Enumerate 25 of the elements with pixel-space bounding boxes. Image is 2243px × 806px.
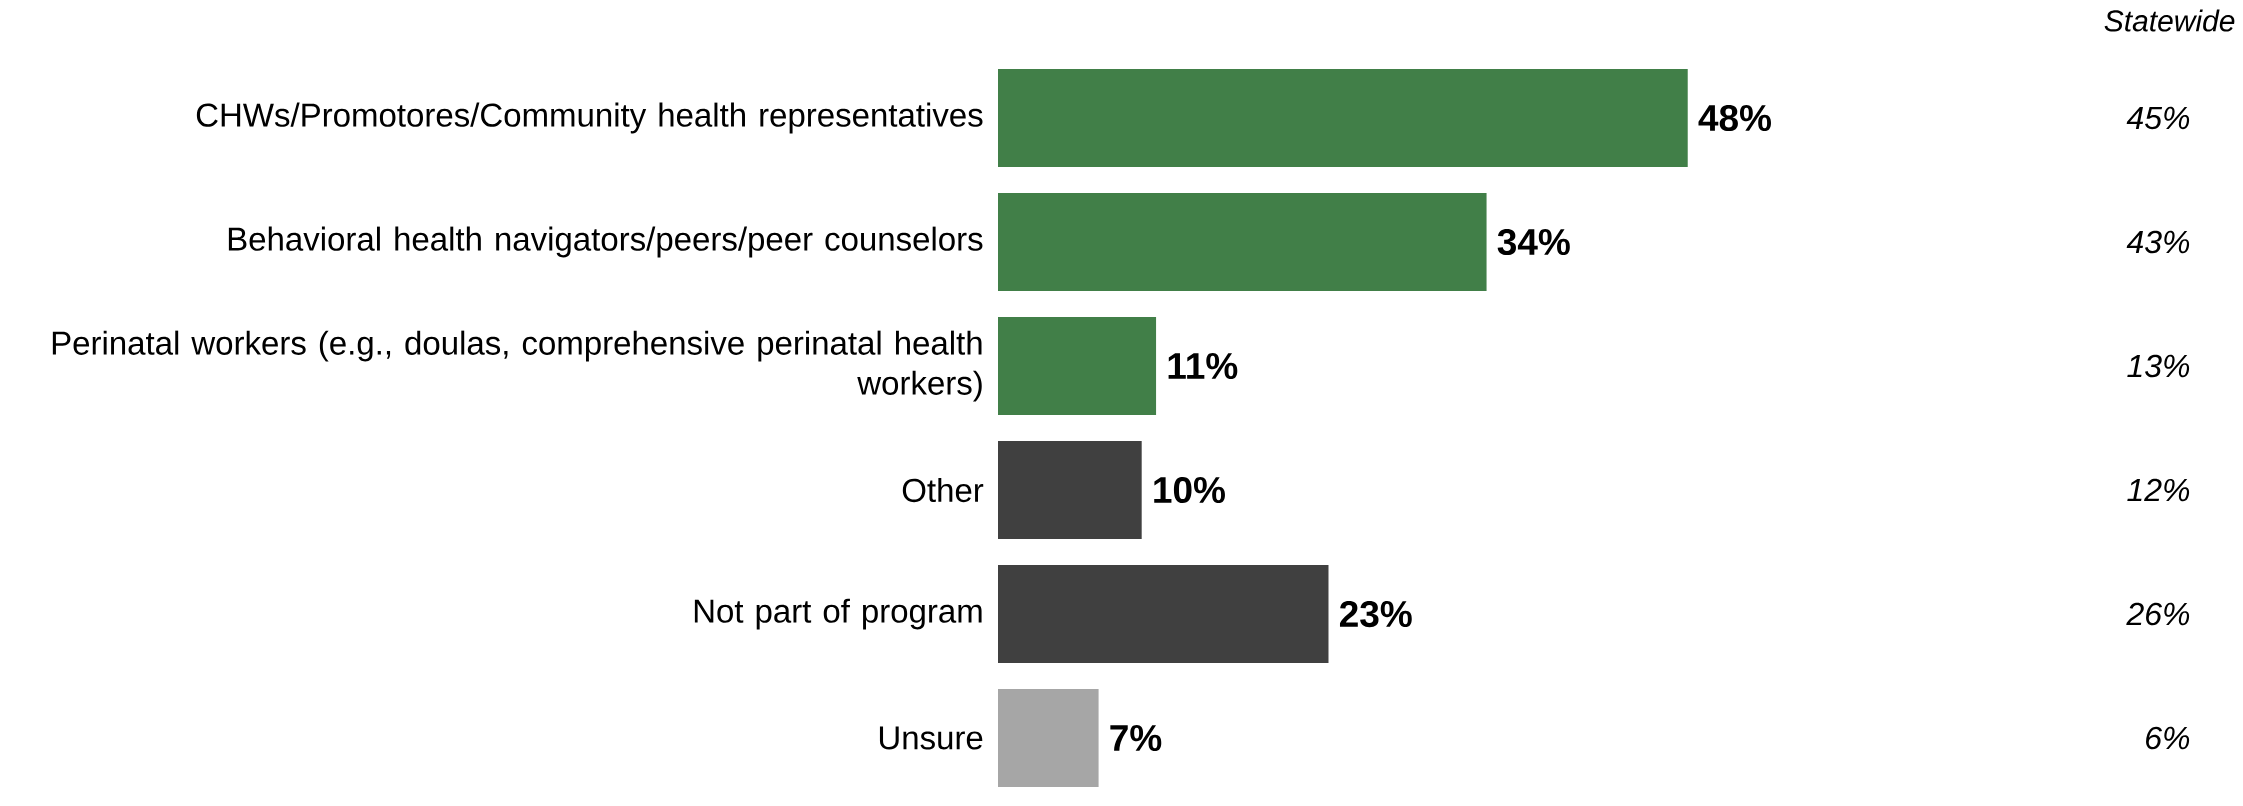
text: 43% xyxy=(2126,230,2190,254)
text: 45% xyxy=(2126,106,2190,130)
text: Statewide xyxy=(2104,9,2235,32)
data-label: 34% xyxy=(1497,228,1570,256)
bar xyxy=(998,69,1688,168)
bar xyxy=(998,689,1099,788)
y-tick-label: Behavioral health navigators/peers/peer counselors xyxy=(228,226,983,258)
y-tick-label: Not part of program xyxy=(694,598,982,630)
bar xyxy=(998,317,1157,416)
bar xyxy=(998,441,1142,540)
bar xyxy=(998,565,1329,664)
y-tick-label: CHWs/Promotores/Community health representatives xyxy=(196,102,983,134)
data-label: 7% xyxy=(1110,725,1162,752)
y-tick-label: Perinatal workers (e.g., doulas, comprehensive perinatal health workers) xyxy=(52,330,982,402)
data-label: 23% xyxy=(1339,600,1412,628)
bar xyxy=(998,193,1487,292)
text: 6% xyxy=(2146,726,2190,750)
data-label: 11% xyxy=(1168,353,1238,380)
data-label: 10% xyxy=(1154,476,1225,504)
y-tick-label: Other xyxy=(902,477,984,503)
text: 13% xyxy=(2127,354,2190,378)
y-tick-label: Unsure xyxy=(879,726,983,750)
text: 12% xyxy=(2127,478,2190,502)
text: 26% xyxy=(2126,602,2190,626)
data-label: 48% xyxy=(1698,104,1771,132)
